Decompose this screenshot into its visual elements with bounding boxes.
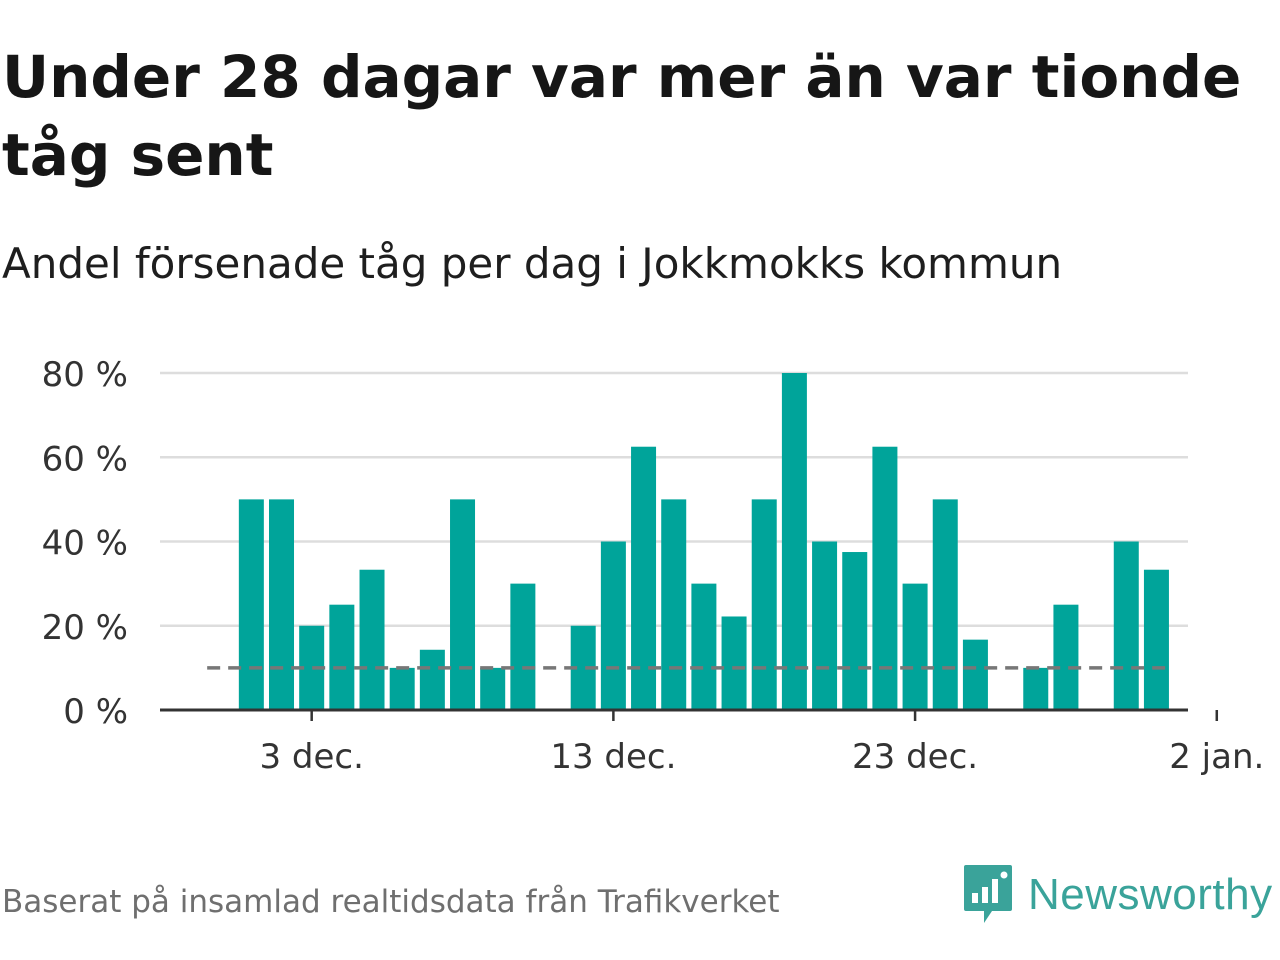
y-tick-label: 60 %: [42, 439, 128, 479]
bar: [450, 499, 476, 710]
y-tick-label: 20 %: [42, 608, 128, 648]
bar: [932, 499, 958, 710]
x-tick-label: 23 dec.: [852, 737, 978, 777]
newsworthy-logo-icon: [964, 865, 1012, 923]
bar: [902, 583, 928, 710]
bar: [1143, 569, 1169, 710]
bar: [359, 569, 385, 710]
bar: [269, 499, 295, 710]
bar: [962, 639, 988, 710]
bar: [631, 446, 657, 710]
bar: [238, 499, 264, 710]
bar-chart: 0 % 20 % 40 % 60 % 80 % 3 dec. 13 dec. 23 dec. 2…: [42, 355, 1265, 777]
chart-subtitle: Andel försenade tåg per dag i Jokkmokks …: [2, 239, 1063, 288]
y-tick-label: 0 %: [63, 692, 128, 732]
bar: [600, 541, 626, 710]
bar: [389, 667, 415, 710]
bar: [1113, 541, 1139, 710]
bar: [1023, 667, 1049, 710]
bar: [329, 604, 355, 710]
bar: [661, 499, 687, 710]
brand-name: Newsworthy: [1028, 870, 1273, 919]
newsworthy-logo[interactable]: Newsworthy: [962, 860, 1273, 930]
x-tick-label: 13 dec.: [550, 737, 676, 777]
bar: [751, 499, 777, 710]
bar: [510, 583, 536, 710]
bar: [419, 649, 445, 710]
bar: [1053, 604, 1079, 710]
source-note: Baserat på insamlad realtidsdata från Tr…: [2, 884, 780, 920]
bar: [842, 552, 868, 710]
y-tick-label: 80 %: [42, 355, 128, 395]
bar: [781, 373, 807, 710]
y-tick-label: 40 %: [42, 524, 128, 564]
bar: [480, 667, 506, 710]
bar: [812, 541, 838, 710]
x-tick-label: 3 dec.: [259, 737, 363, 777]
bar: [721, 616, 747, 710]
bar: [872, 446, 898, 710]
x-tick-label: 2 jan.: [1169, 737, 1264, 777]
bar: [691, 583, 717, 710]
chart-title: Under 28 dagar var mer än var tionde tåg…: [2, 43, 1242, 189]
